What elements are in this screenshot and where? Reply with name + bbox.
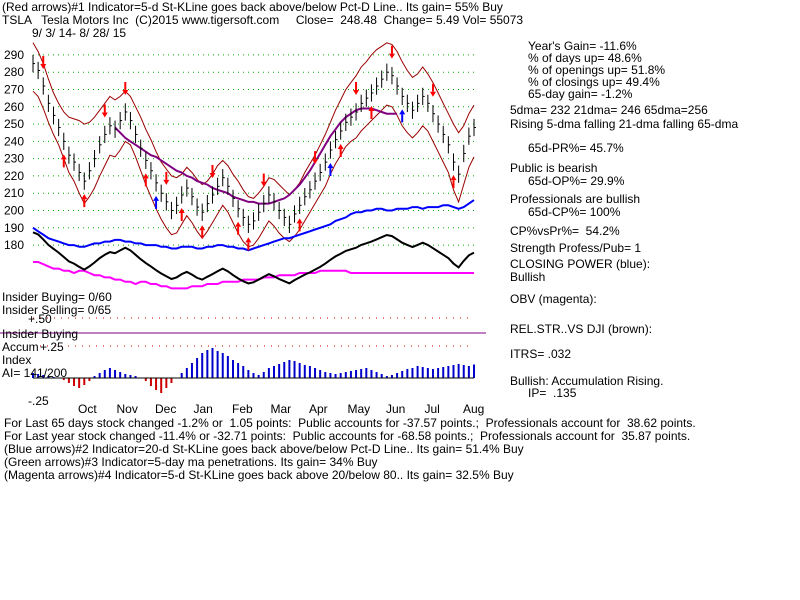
lower-band-line xyxy=(32,90,475,248)
red-buy-arrow xyxy=(178,207,185,213)
month-label: May xyxy=(348,402,371,416)
month-label: Aug xyxy=(463,402,484,416)
y-tick-label: 230 xyxy=(4,152,24,166)
obv-label: OBV (magenta): xyxy=(510,292,597,306)
footer-line-4: (Green arrows)#3 Indicator=5-day ma pene… xyxy=(4,455,378,469)
month-label: Dec xyxy=(155,402,176,416)
red-sell-arrow xyxy=(429,91,436,97)
y-tick-label: 240 xyxy=(4,134,24,148)
bullish-accum: Bullish: Accumulation Rising. xyxy=(510,374,664,388)
index-label: Index xyxy=(2,353,32,367)
y-tick-label: 200 xyxy=(4,204,24,218)
red-buy-arrow xyxy=(235,221,242,227)
public-status: Public is bearish xyxy=(510,161,598,175)
red-sell-arrow xyxy=(388,53,395,59)
footer-line-1: For Last 65 days stock changed -1.2% or … xyxy=(4,416,696,430)
pct-closings-up: % of closings up= 49.4% xyxy=(528,75,660,89)
cpvspr: CP%vsPr%= 54.2% xyxy=(510,224,620,238)
month-label: Mar xyxy=(271,402,292,416)
insider-buying-ratio: Insider Buying= 0/60 xyxy=(2,290,112,304)
closing-power-label: CLOSING POWER (blue): xyxy=(510,257,651,271)
red-buy-arrow xyxy=(450,175,457,181)
red-buy-arrow xyxy=(199,225,206,231)
red-sell-arrow xyxy=(40,64,47,70)
insider-buying-label: Insider Buying xyxy=(2,327,79,341)
date-range: 9/ 3/ 14- 8/ 28/ 15 xyxy=(32,26,127,40)
footer-line-5: (Magenta arrows)#4 Indicator=5-d St-KLin… xyxy=(4,468,514,482)
y-tick-label: 280 xyxy=(4,65,24,79)
y-tick-label: 210 xyxy=(4,186,24,200)
closing-power-line xyxy=(32,199,475,252)
relstr-line xyxy=(32,231,475,285)
op65: 65d-OP%= 29.9% xyxy=(528,174,625,188)
plus50-label: +.50 xyxy=(28,312,52,326)
professionals-status: Professionals are bullish xyxy=(510,192,641,206)
red-sell-arrow xyxy=(312,159,319,165)
red-buy-arrow xyxy=(142,173,149,179)
red-sell-arrow xyxy=(101,112,108,118)
pct-days-up: % of days up= 48.6% xyxy=(528,51,642,65)
month-label: Feb xyxy=(232,402,253,416)
pr65: 65d-PR%= 45.7% xyxy=(528,141,624,155)
red-buy-arrow xyxy=(368,105,375,111)
header-line-2: TSLA Tesla Motors Inc (C)2015 www.tigers… xyxy=(2,13,524,27)
minus25-label: -.25 xyxy=(28,394,49,408)
red-sell-arrow xyxy=(122,89,129,95)
red-sell-arrow xyxy=(260,181,267,187)
footer-line-2: For Last year stock changed -11.4% or -3… xyxy=(4,429,691,443)
relstr-label: REL.STR..VS DJI (brown): xyxy=(510,322,653,336)
strength: Strength Profess/Pub= 1 xyxy=(510,241,642,255)
red-sell-arrow xyxy=(353,89,360,95)
y-tick-label: 250 xyxy=(4,117,24,131)
y-tick-label: 270 xyxy=(4,82,24,96)
red-sell-arrow xyxy=(209,172,216,178)
month-label: Jan xyxy=(194,402,213,416)
blue-buy-arrow xyxy=(327,163,334,168)
ai-label: AI= 141/200 xyxy=(2,366,68,380)
cp65: 65d-CP%= 100% xyxy=(528,205,621,219)
red-buy-arrow xyxy=(245,237,252,243)
y-tick-label: 180 xyxy=(4,238,24,252)
itrs: ITRS= .032 xyxy=(510,347,572,361)
month-label: Nov xyxy=(117,402,138,416)
month-label: Jun xyxy=(386,402,405,416)
header-line-1: (Red arrows)#1 Indicator=5-d St-KLine go… xyxy=(2,0,503,14)
upper-band-line xyxy=(32,42,475,199)
red-buy-arrow xyxy=(296,218,303,224)
closing-power-value: Bullish xyxy=(510,270,546,284)
red-buy-arrow xyxy=(337,143,344,149)
y-tick-label: 190 xyxy=(4,221,24,235)
obv-line xyxy=(33,261,474,290)
ma65-line xyxy=(114,107,398,205)
dma-values: 5dma= 232 21dma= 246 65dma=256 xyxy=(510,103,708,117)
accum-label: Accum xyxy=(2,340,39,354)
ip-value: IP= .135 xyxy=(528,386,577,400)
month-label: Apr xyxy=(309,402,328,416)
plus25-label: +.25 xyxy=(40,340,64,354)
month-label: Oct xyxy=(78,402,97,416)
y-tick-label: 220 xyxy=(4,169,24,183)
footer-line-3: (Blue arrows)#2 Indicator=20-d St-KLine … xyxy=(4,442,524,456)
blue-buy-arrow xyxy=(399,109,406,115)
y-tick-label: 290 xyxy=(4,48,24,62)
y-tick-label: 260 xyxy=(4,100,24,114)
years-gain: Year's Gain= -11.6% xyxy=(528,39,637,53)
pct-openings-up: % of openings up= 51.8% xyxy=(528,63,666,77)
insider-selling-ratio: Insider Selling= 0/65 xyxy=(2,303,112,317)
blue-buy-arrow xyxy=(153,195,160,201)
red-buy-arrow xyxy=(60,154,67,160)
dma-trend: Rising 5-dma falling 21-dma falling 65-d… xyxy=(510,117,739,131)
month-label: Jul xyxy=(425,402,440,416)
red-sell-arrow xyxy=(163,179,170,185)
gain-65: 65-day gain= -1.2% xyxy=(528,87,633,101)
red-buy-arrow xyxy=(81,194,88,200)
